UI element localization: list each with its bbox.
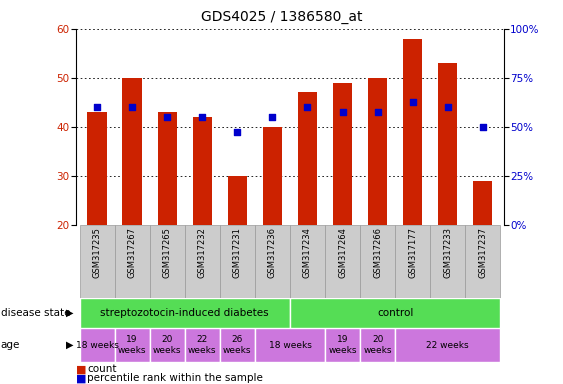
Point	[303, 104, 312, 110]
Bar	[325, 328, 360, 362]
Bar	[150, 225, 185, 298]
Bar	[79, 328, 115, 362]
Text: ■: ■	[76, 373, 87, 383]
Bar	[395, 328, 501, 362]
Bar	[325, 225, 360, 298]
Text: GSM317234: GSM317234	[303, 227, 312, 278]
Bar	[298, 93, 317, 225]
Bar	[185, 225, 220, 298]
Bar	[263, 127, 282, 225]
Text: GSM317265: GSM317265	[163, 227, 172, 278]
Bar	[255, 225, 290, 298]
Bar	[158, 112, 177, 225]
Bar	[193, 117, 212, 225]
Bar	[79, 298, 290, 328]
Text: ■: ■	[76, 364, 87, 374]
Text: GSM317231: GSM317231	[233, 227, 242, 278]
Bar	[333, 83, 352, 225]
Text: GSM317177: GSM317177	[408, 227, 417, 278]
Text: 18 weeks: 18 weeks	[269, 341, 311, 349]
Text: 22 weeks: 22 weeks	[426, 341, 469, 349]
Text: disease state: disease state	[1, 308, 70, 318]
Point	[163, 114, 172, 120]
Bar	[438, 63, 457, 225]
Text: GSM317264: GSM317264	[338, 227, 347, 278]
Bar	[255, 328, 325, 362]
Text: GDS4025 / 1386580_at: GDS4025 / 1386580_at	[201, 10, 362, 23]
Text: age: age	[1, 340, 20, 350]
Text: ▶: ▶	[66, 308, 74, 318]
Text: GSM317232: GSM317232	[198, 227, 207, 278]
Bar	[79, 225, 115, 298]
Text: ▶: ▶	[66, 340, 74, 350]
Point	[128, 104, 137, 110]
Point	[268, 114, 277, 120]
Bar	[360, 328, 395, 362]
Bar	[220, 328, 255, 362]
Bar	[473, 180, 493, 225]
Bar	[430, 225, 465, 298]
Text: streptozotocin-induced diabetes: streptozotocin-induced diabetes	[100, 308, 269, 318]
Bar	[227, 176, 247, 225]
Text: 26
weeks: 26 weeks	[223, 335, 252, 355]
Bar	[150, 328, 185, 362]
Text: GSM317233: GSM317233	[443, 227, 452, 278]
Point	[373, 109, 382, 115]
Point	[443, 104, 452, 110]
Text: GSM317235: GSM317235	[92, 227, 101, 278]
Bar	[115, 328, 150, 362]
Text: 19
weeks: 19 weeks	[328, 335, 357, 355]
Bar	[368, 78, 387, 225]
Text: 18 weeks: 18 weeks	[75, 341, 118, 349]
Text: GSM317267: GSM317267	[128, 227, 137, 278]
Text: count: count	[87, 364, 117, 374]
Text: 20
weeks: 20 weeks	[363, 335, 392, 355]
Text: 19
weeks: 19 weeks	[118, 335, 146, 355]
Bar	[290, 225, 325, 298]
Text: 22
weeks: 22 weeks	[188, 335, 217, 355]
Point	[198, 114, 207, 120]
Bar	[220, 225, 255, 298]
Point	[92, 104, 101, 110]
Bar	[87, 112, 107, 225]
Text: GSM317236: GSM317236	[268, 227, 277, 278]
Bar	[290, 298, 501, 328]
Bar	[465, 225, 501, 298]
Bar	[185, 328, 220, 362]
Bar	[115, 225, 150, 298]
Bar	[403, 39, 422, 225]
Text: control: control	[377, 308, 413, 318]
Text: GSM317266: GSM317266	[373, 227, 382, 278]
Bar	[123, 78, 142, 225]
Point	[233, 129, 242, 135]
Point	[479, 124, 488, 130]
Bar	[395, 225, 430, 298]
Text: 20
weeks: 20 weeks	[153, 335, 181, 355]
Text: GSM317237: GSM317237	[479, 227, 488, 278]
Bar	[360, 225, 395, 298]
Point	[408, 99, 417, 105]
Point	[338, 109, 347, 115]
Text: percentile rank within the sample: percentile rank within the sample	[87, 373, 263, 383]
